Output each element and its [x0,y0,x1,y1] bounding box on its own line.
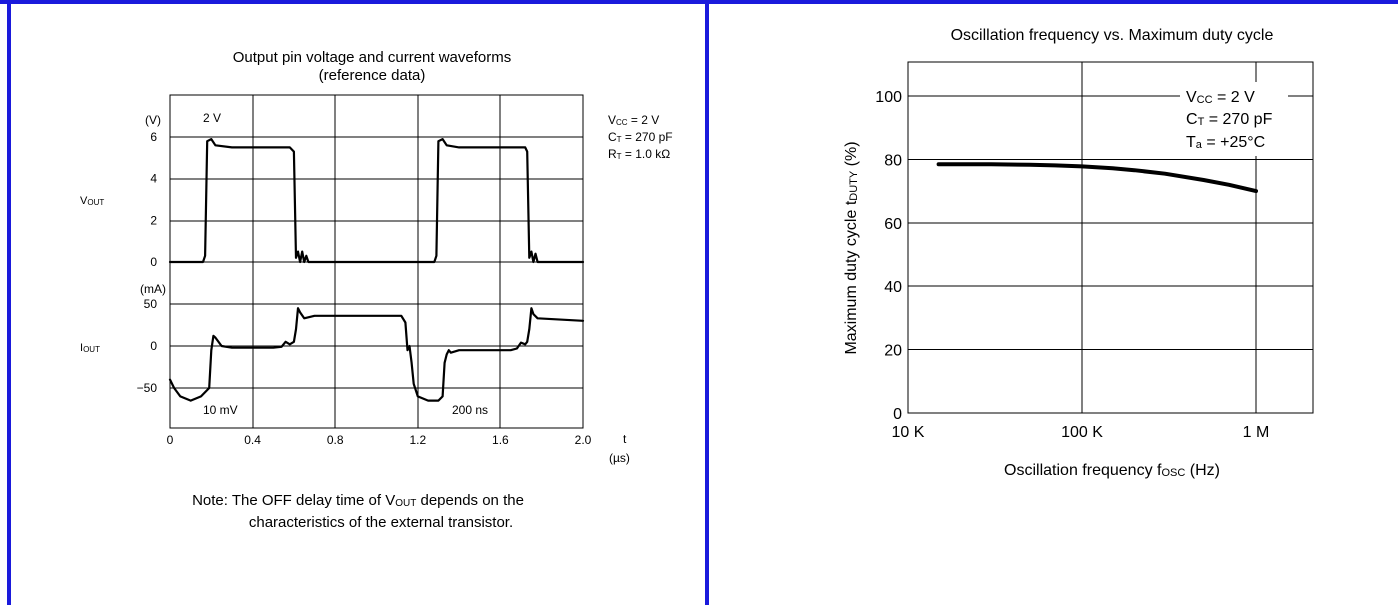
waveform-chart: Output pin voltage and current waveforms… [80,49,673,531]
vout-tick-label: 0 [150,255,157,269]
conditions-bg [1180,82,1288,156]
waveform-grid [169,94,584,429]
waveform-x-tick-label: 1.2 [409,433,426,447]
waveform-x-tick-label: 2.0 [575,433,592,447]
condition-ct: CT = 270 pF [608,130,673,144]
vout-label: VOUT [80,195,104,207]
duty-x-ticks: 10 K 100 K 1 M [892,424,1270,441]
duty-plot-box [907,61,1314,414]
iout-waveform [168,307,585,402]
duty-condition-vcc: VCC = 2 V [1186,89,1255,106]
duty-x-tick-label: 1 M [1243,424,1270,441]
note-line-2: characteristics of the external transist… [249,514,513,531]
waveform-x-tick-label: 0.8 [327,433,344,447]
duty-y-tick-label: 0 [893,406,902,423]
x-axis-unit: (µs) [609,451,630,465]
duty-y-tick-label: 40 [884,279,902,296]
iout-tick-label: −50 [137,381,158,395]
vout-tick-label: 2 [150,213,157,227]
iout-scale-label: 10 mV [203,403,238,417]
duty-x-tick-label: 100 K [1061,424,1103,441]
condition-rt: RT = 1.0 kΩ [608,147,670,161]
x-axis-label: t [623,432,627,446]
duty-y-axis-label: Maximum duty cycle tDUTY (%) [843,141,860,354]
time-scale-label: 200 ns [452,403,488,417]
duty-y-tick-label: 60 [884,216,902,233]
vout-tick-label: 6 [150,130,157,144]
duty-grid [907,61,1314,414]
duty-x-axis-label: Oscillation frequency fOSC (Hz) [1004,462,1220,479]
duty-condition-ct: CT = 270 pF [1186,111,1273,128]
iout-tick-label: 50 [144,297,158,311]
vout-tick-label: 4 [150,172,157,186]
duty-conditions: VCC = 2 V CT = 270 pF Ta = +25°C [1180,82,1288,156]
iout-tick-label: 0 [150,339,157,353]
duty-y-ticks: 0 20 40 60 80 100 [875,89,902,423]
duty-y-tick-label: 80 [884,152,902,169]
duty-condition-ta: Ta = +25°C [1186,134,1265,151]
waveform-conditions: VCC = 2 V CT = 270 pF RT = 1.0 kΩ [608,113,673,161]
waveform-y-ticks: 0 2 4 6 −50 0 50 [137,130,158,395]
iout-unit: (mA) [140,282,166,296]
vout-unit: (V) [145,113,161,127]
waveform-x-ticks: 0 0.4 0.8 1.2 1.6 2.0 [167,433,592,447]
iout-label: IOUT [80,342,100,354]
waveform-title: Output pin voltage and current waveforms [233,49,511,66]
condition-vcc: VCC = 2 V [608,113,659,127]
waveform-x-tick-label: 1.6 [492,433,509,447]
duty-title: Oscillation frequency vs. Maximum duty c… [951,27,1274,44]
duty-cycle-chart: Oscillation frequency vs. Maximum duty c… [843,27,1314,479]
duty-cycle-line [936,162,1258,194]
duty-y-tick-label: 100 [875,89,902,106]
waveform-x-tick-label: 0.4 [244,433,261,447]
vout-waveform [168,138,585,264]
waveform-subtitle: (reference data) [319,67,426,84]
duty-x-tick-label: 10 K [892,424,925,441]
waveform-x-tick-label: 0 [167,433,174,447]
note-line-1: Note: The OFF delay time of VOUT depends… [192,492,524,509]
duty-y-tick-label: 20 [884,343,902,360]
vout-scale-label: 2 V [203,111,221,125]
